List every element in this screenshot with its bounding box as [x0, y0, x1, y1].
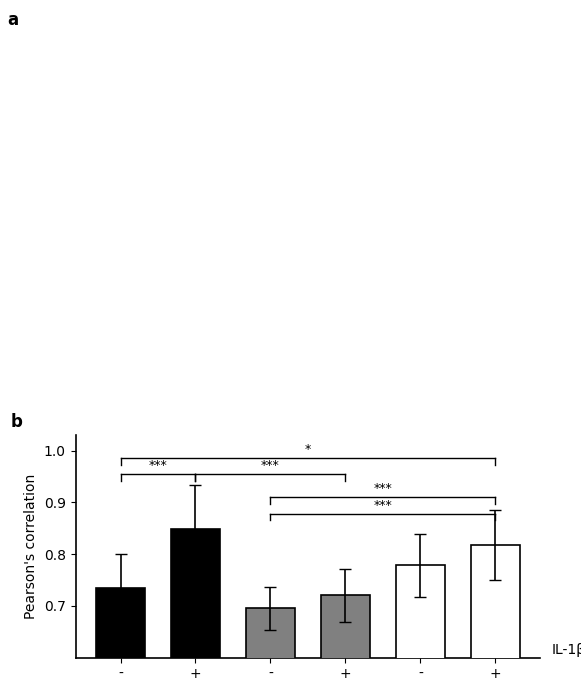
- Bar: [471, 545, 520, 685]
- Text: ***: ***: [149, 459, 167, 472]
- Bar: [396, 565, 444, 685]
- Text: *: *: [305, 443, 311, 456]
- Text: IL-1β: IL-1β: [551, 643, 581, 657]
- Text: a: a: [7, 11, 18, 29]
- Y-axis label: Pearson's correlation: Pearson's correlation: [24, 473, 38, 619]
- Bar: [96, 588, 145, 685]
- Text: ***: ***: [261, 459, 280, 472]
- Bar: [321, 595, 370, 685]
- Bar: [246, 608, 295, 685]
- Bar: [171, 530, 220, 685]
- Text: ***: ***: [374, 482, 392, 495]
- Text: b: b: [10, 412, 22, 431]
- Text: ***: ***: [374, 499, 392, 512]
